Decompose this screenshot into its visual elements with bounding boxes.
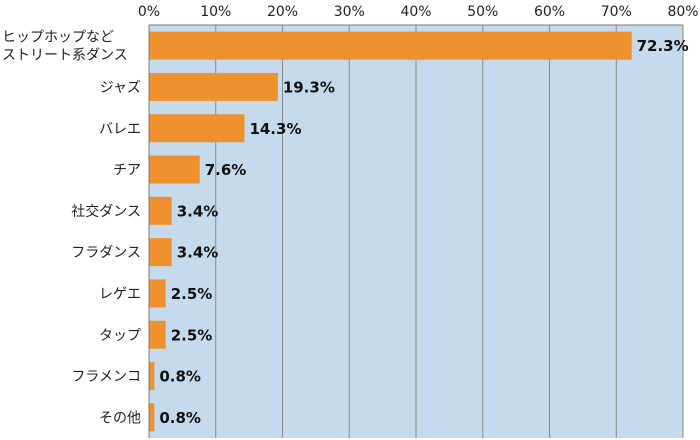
x-tick-label-30: 30% xyxy=(334,4,365,20)
bar-10 xyxy=(149,403,155,432)
category-label-2: ジャズ xyxy=(100,80,141,96)
category-label-3: バレエ xyxy=(99,121,141,137)
bar-9 xyxy=(149,362,155,391)
bar-4 xyxy=(149,155,200,184)
x-tick-label-10: 10% xyxy=(200,4,231,20)
data-label-3: 14.3% xyxy=(249,120,301,138)
data-label-7: 2.5% xyxy=(171,285,213,303)
x-tick-labels: 0% 10% 20% 30% 40% 50% 60% 70% 80% xyxy=(138,4,699,20)
data-label-2: 19.3% xyxy=(283,78,335,96)
x-tick-label-70: 70% xyxy=(601,4,632,20)
data-label-6: 3.4% xyxy=(177,244,219,262)
axes xyxy=(148,24,683,438)
category-label-5: 社交ダンス xyxy=(71,203,141,220)
data-label-5: 3.4% xyxy=(177,202,219,220)
category-label-8: タップ xyxy=(99,328,141,344)
category-label-1-line-2: ストリート系ダンス xyxy=(2,48,128,64)
category-label-9: フラメンコ xyxy=(71,369,141,385)
x-tick-label-60: 60% xyxy=(534,4,565,20)
bars xyxy=(149,31,632,432)
category-label-7: レゲエ xyxy=(99,286,141,302)
data-label-9: 0.8% xyxy=(159,368,201,386)
category-label-1-line-1: ヒップホップなど xyxy=(2,30,114,46)
x-tick-label-40: 40% xyxy=(400,4,431,20)
category-labels: ヒップホップなどストリート系ダンスジャズバレエチア社交ダンスフラダンスレゲエタッ… xyxy=(2,30,141,427)
x-tick-label-50: 50% xyxy=(467,4,498,20)
data-label-4: 7.6% xyxy=(205,161,247,179)
x-tick-label-20: 20% xyxy=(267,4,298,20)
bar-6 xyxy=(149,238,172,267)
bar-2 xyxy=(149,72,278,101)
category-label-6: フラダンス xyxy=(71,245,141,261)
data-label-10: 0.8% xyxy=(159,409,201,427)
bar-5 xyxy=(149,196,172,225)
data-labels: 72.3% 19.3% 14.3% 7.6% 3.4% 3.4% 2.5% 2.5% 0.8% 0… xyxy=(159,37,688,427)
x-tick-label-0: 0% xyxy=(138,4,160,20)
category-label-4: チア xyxy=(113,163,141,179)
x-tick-label-80: 80% xyxy=(667,4,698,20)
bar-3 xyxy=(149,114,245,143)
data-label-8: 2.5% xyxy=(171,326,213,344)
bar-8 xyxy=(149,320,166,349)
category-label-10: その他 xyxy=(99,410,141,426)
bar-7 xyxy=(149,279,166,308)
bar-1 xyxy=(149,31,632,60)
data-label-1: 72.3% xyxy=(637,37,689,55)
